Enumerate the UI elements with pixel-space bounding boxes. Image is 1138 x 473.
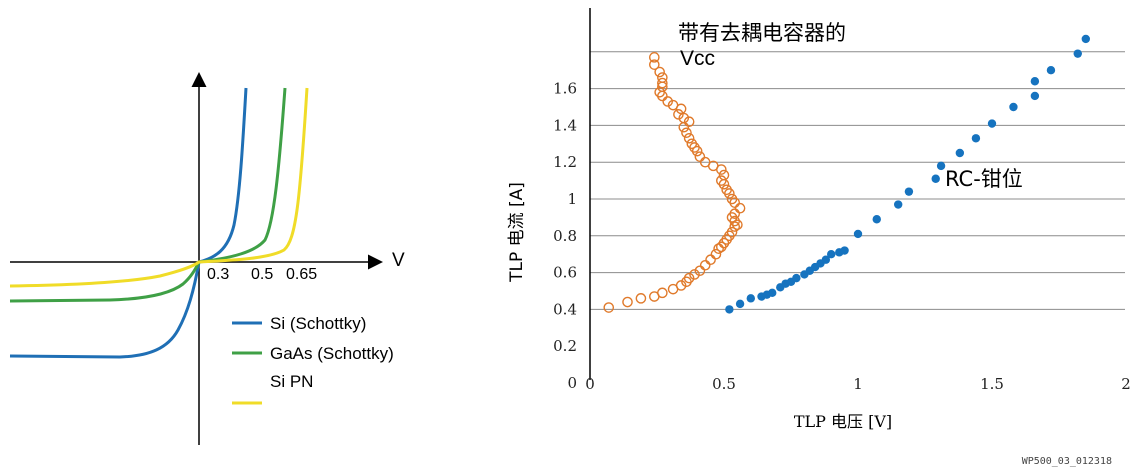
- vcc-decap-series: [603, 52, 746, 313]
- legend: Si (Schottky) GaAs (Schottky) Si PN: [232, 314, 394, 405]
- vcc-data-point: [699, 156, 711, 168]
- vcc-data-point: [705, 254, 716, 266]
- rc-data-point: [931, 174, 940, 183]
- rc-data-point: [840, 246, 849, 255]
- vcc-data-point: [673, 109, 684, 120]
- x-tick-label: 0: [585, 375, 595, 393]
- vcc-data-point: [694, 151, 706, 162]
- x-tick-label: 2: [1121, 375, 1131, 393]
- diode-iv-chart: V 0.3 0.5 0.65 Si (Schottky) GaAs (Schot…: [9, 72, 405, 445]
- x-tick-label: 1: [853, 375, 863, 393]
- vcc-data-point: [654, 86, 665, 98]
- rc-data-point: [971, 134, 981, 143]
- vcc-data-point: [649, 59, 660, 70]
- vcc-data-point: [657, 77, 668, 89]
- si-pn-curve: [9, 87, 309, 288]
- y-tick-label: 1: [567, 190, 577, 208]
- rc-data-point: [1046, 66, 1056, 75]
- y-tick-label: 0.6: [553, 264, 577, 282]
- rc-data-point: [936, 161, 946, 171]
- y-tick-label: 1.4: [553, 116, 577, 134]
- rc-data-point: [987, 119, 997, 128]
- rc-clamp-series: [725, 34, 1091, 314]
- vcc-annotation-line1: 带有去耦电容器的: [678, 21, 846, 45]
- rc-data-point: [1009, 102, 1018, 112]
- rc-data-point: [955, 148, 965, 158]
- vcc-data-point: [662, 96, 674, 107]
- vcc-data-point: [686, 138, 698, 150]
- rc-data-point: [1081, 34, 1091, 44]
- vcc-data-point: [699, 259, 711, 271]
- vcc-data-point: [675, 280, 687, 291]
- vcc-data-point: [721, 184, 732, 196]
- rc-data-point: [746, 294, 755, 303]
- vcc-data-point: [734, 202, 746, 214]
- legend-label: Si (Schottky): [270, 314, 366, 333]
- vcc-data-point: [649, 52, 660, 63]
- vcc-data-point: [635, 293, 647, 304]
- vcc-data-point: [681, 127, 692, 139]
- rc-data-point: [1030, 77, 1040, 86]
- rc-data-point: [894, 200, 903, 209]
- rc-data-point: [821, 255, 831, 264]
- rc-data-point: [1030, 91, 1040, 101]
- y-tick-label: 0.8: [553, 227, 577, 245]
- vcc-data-point: [729, 221, 741, 232]
- x-tick-label: 1.5: [980, 375, 1004, 393]
- x-axis-title: TLP 电压 [V]: [794, 412, 892, 431]
- rc-clamp-annotation: RC-钳位: [945, 167, 1023, 191]
- vcc-data-point: [654, 66, 665, 78]
- vcc-data-point: [729, 208, 741, 220]
- vcc-data-point: [657, 287, 668, 299]
- rc-data-point: [872, 215, 881, 224]
- vcc-data-point: [689, 269, 700, 280]
- vcc-data-point: [678, 121, 690, 133]
- vcc-data-point: [694, 265, 706, 277]
- vcc-data-point: [667, 99, 679, 111]
- vcc-data-point: [603, 302, 615, 313]
- x-tick-labels: 0 0.5 1 1.5 2: [585, 375, 1131, 393]
- rc-data-point: [735, 299, 745, 309]
- y-tick-label: 1.2: [553, 153, 577, 171]
- figure-id: WP500_03_012318: [1022, 456, 1112, 467]
- legend-label: Si PN: [270, 372, 313, 391]
- vcc-data-point: [683, 116, 695, 128]
- grid: [590, 51, 1125, 310]
- left-x-axis-label: V: [392, 250, 405, 271]
- left-x-tick-label: 0.65: [286, 266, 317, 283]
- y-tick-label: 0: [567, 374, 577, 392]
- vcc-data-point: [622, 296, 633, 308]
- left-x-tick-label: 0.3: [207, 266, 229, 283]
- y-tick-label: 0.4: [553, 300, 577, 318]
- y-tick-labels: 0.2 0.4 0.6 0.8 1 1.2 1.4 1.6 0: [553, 80, 577, 392]
- vcc-data-point: [726, 193, 738, 205]
- vcc-data-point: [718, 169, 730, 181]
- vcc-data-point: [726, 226, 738, 238]
- si-schottky-curve: [9, 87, 248, 359]
- x-tick-label: 0.5: [712, 375, 736, 393]
- vcc-data-point: [683, 132, 695, 144]
- rc-data-point: [1073, 49, 1082, 58]
- vcc-data-point: [713, 243, 724, 254]
- legend-label: GaAs (Schottky): [270, 344, 394, 363]
- rc-data-point: [827, 250, 836, 259]
- vcc-data-point: [683, 272, 695, 284]
- rc-data-point: [853, 229, 863, 239]
- left-x-tick-label: 0.5: [251, 266, 273, 283]
- rc-data-point: [792, 273, 801, 283]
- vcc-data-point: [678, 112, 690, 124]
- tlp-scatter-chart: 0.2 0.4 0.6 0.8 1 1.2 1.4 1.6 0 0 0.5 1 1.5 2 带有去耦电容…: [507, 8, 1131, 467]
- vcc-data-point: [716, 175, 727, 186]
- vcc-data-point: [710, 248, 722, 260]
- y-tick-label: 1.6: [553, 80, 577, 98]
- y-axis-title: TLP 电流 [A]: [507, 182, 527, 283]
- rc-data-point: [904, 187, 914, 196]
- vcc-data-point: [657, 72, 668, 83]
- y-tick-label: 0.2: [553, 337, 577, 355]
- vcc-annotation-line2: Vcc: [680, 47, 715, 70]
- rc-data-point: [768, 288, 777, 298]
- rc-data-point: [725, 305, 734, 314]
